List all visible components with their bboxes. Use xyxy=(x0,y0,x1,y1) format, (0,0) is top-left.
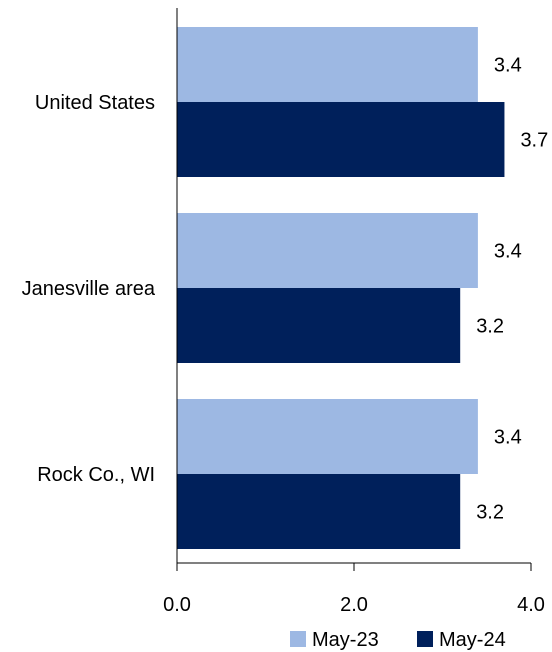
legend-swatch-may-24 xyxy=(417,631,433,647)
x-ticks-layer: 0.0 2.0 4.0 xyxy=(163,563,545,616)
legend-swatch-may-23 xyxy=(290,631,306,647)
bar-may-24-2 xyxy=(177,474,461,549)
bar-may-24-0 xyxy=(177,102,505,177)
data-label: 3.4 xyxy=(494,241,522,263)
x-tick-label: 2.0 xyxy=(340,594,368,616)
x-tick-label: 0.0 xyxy=(163,594,191,616)
data-labels-layer: 3.4 3.7 3.4 3.2 3.4 3.2 xyxy=(476,55,548,524)
data-label: 3.2 xyxy=(476,502,504,524)
bar-may-24-1 xyxy=(177,288,461,363)
legend-label: May-24 xyxy=(439,629,506,651)
data-label: 3.7 xyxy=(520,130,548,152)
category-label: Janesville area xyxy=(22,278,156,300)
data-label: 3.2 xyxy=(476,316,504,338)
data-label: 3.4 xyxy=(494,427,522,449)
bars-layer xyxy=(177,27,505,549)
legend-label: May-23 xyxy=(312,629,379,651)
category-label: United States xyxy=(35,92,155,114)
data-label: 3.4 xyxy=(494,55,522,77)
bar-may-23-2 xyxy=(177,399,478,474)
legend: May-23 May-24 xyxy=(290,629,506,651)
x-tick-label: 4.0 xyxy=(517,594,545,616)
category-labels-layer: United States Janesville area Rock Co., WI xyxy=(22,92,156,486)
bar-may-23-0 xyxy=(177,27,478,102)
bar-may-23-1 xyxy=(177,213,478,288)
category-label: Rock Co., WI xyxy=(37,464,155,486)
